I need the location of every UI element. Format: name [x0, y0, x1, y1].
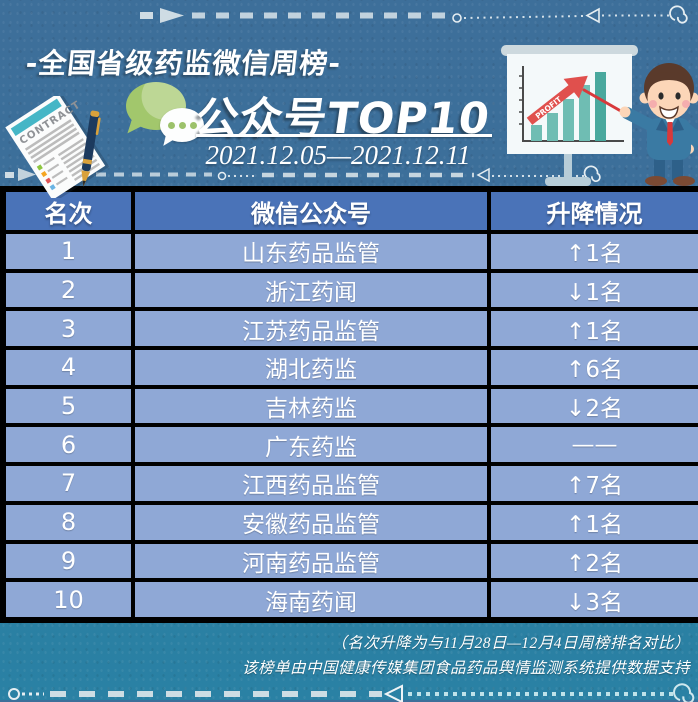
date-range: 2021.12.05—2021.12.11	[178, 140, 498, 171]
rank-cell: 10	[3, 580, 133, 620]
chat-dot	[168, 122, 175, 129]
dash-square	[140, 12, 153, 19]
column-header-account: 微信公众号	[133, 189, 489, 232]
account-cell: 山东药品监管	[133, 232, 489, 271]
account-cell: 安徽药品监管	[133, 503, 489, 542]
table-row: 2 浙江药闻 ↓1名	[3, 271, 698, 310]
rank-cell: 5	[3, 387, 133, 426]
ranking-table: 名次 微信公众号 升降情况 1 山东药品监管 ↑1名 2 浙江药闻 ↓1名 3 …	[0, 186, 698, 623]
spiral-icon	[674, 684, 693, 702]
change-cell: ↑6名	[489, 348, 698, 387]
account-cell: 河南药品监管	[133, 542, 489, 581]
hollow-left-triangle-icon	[587, 9, 599, 22]
table-row: 4 湖北药监 ↑6名	[3, 348, 698, 387]
rank-cell: 9	[3, 542, 133, 581]
title-underline	[196, 134, 492, 137]
table-row: 10 海南药闻 ↓3名	[3, 580, 698, 620]
rank-cell: 2	[3, 271, 133, 310]
change-cell: ↑1名	[489, 232, 698, 271]
change-cell: ↑1名	[489, 309, 698, 348]
small-circle-icon	[453, 14, 461, 22]
rank-cell: 6	[3, 425, 133, 464]
cheek	[682, 100, 690, 108]
change-cell: ↓3名	[489, 580, 698, 620]
rank-cell: 4	[3, 348, 133, 387]
table-row: 5 吉林药监 ↓2名	[3, 387, 698, 426]
column-header-change: 升降情况	[489, 189, 698, 232]
board-base	[545, 177, 591, 186]
table-row: 9 河南药品监管 ↑2名	[3, 542, 698, 581]
rank-cell: 8	[3, 503, 133, 542]
small-circle-icon	[219, 173, 226, 180]
table-row: 6 广东药监 ——	[3, 425, 698, 464]
solid-right-triangle-icon	[160, 8, 184, 23]
account-cell: 湖北药监	[133, 348, 489, 387]
eye	[658, 92, 663, 99]
account-cell: 江苏药品监管	[133, 309, 489, 348]
poster-subtitle: -全国省级药监微信周榜-	[24, 42, 343, 82]
table-row: 1 山东药品监管 ↑1名	[3, 232, 698, 271]
rank-cell: 1	[3, 232, 133, 271]
account-cell: 江西药品监管	[133, 464, 489, 503]
change-cell: ——	[489, 425, 698, 464]
dashed-line-decoration-top	[0, 6, 698, 28]
footnote-comparison: （名次升降为与11月28日—12月4日周榜排名对比）	[331, 631, 690, 653]
change-cell: ↑2名	[489, 542, 698, 581]
change-cell: ↓2名	[489, 387, 698, 426]
shoe	[645, 176, 667, 186]
presenter-illustration: PROFIT	[496, 40, 698, 186]
account-cell: 浙江药闻	[133, 271, 489, 310]
account-cell: 广东药监	[133, 425, 489, 464]
account-cell: 吉林药监	[133, 387, 489, 426]
table-row: 3 江苏药品监管 ↑1名	[3, 309, 698, 348]
eye	[675, 92, 680, 99]
rank-cell: 7	[3, 464, 133, 503]
table-row: 7 江西药品监管 ↑7名	[3, 464, 698, 503]
spiral-icon	[670, 6, 687, 22]
chat-dot	[179, 122, 186, 129]
account-cell: 海南药闻	[133, 580, 489, 620]
contract-paper: CONTRACT	[5, 96, 117, 198]
change-cell: ↓1名	[489, 271, 698, 310]
hand	[620, 107, 631, 118]
small-circle-icon	[9, 689, 19, 699]
footnote-source: 该榜单由中国健康传媒集团食品药品舆情监测系统提供数据支持	[242, 656, 690, 678]
tie-icon	[667, 122, 673, 146]
rank-cell: 3	[3, 309, 133, 348]
cheek	[649, 100, 657, 108]
change-cell: ↑1名	[489, 503, 698, 542]
board-pole	[564, 152, 572, 180]
shoe	[673, 176, 695, 186]
change-cell: ↑7名	[489, 464, 698, 503]
table-row: 8 安徽药品监管 ↑1名	[3, 503, 698, 542]
dotted-line	[464, 16, 584, 18]
contract-illustration: CONTRACT	[2, 96, 120, 198]
